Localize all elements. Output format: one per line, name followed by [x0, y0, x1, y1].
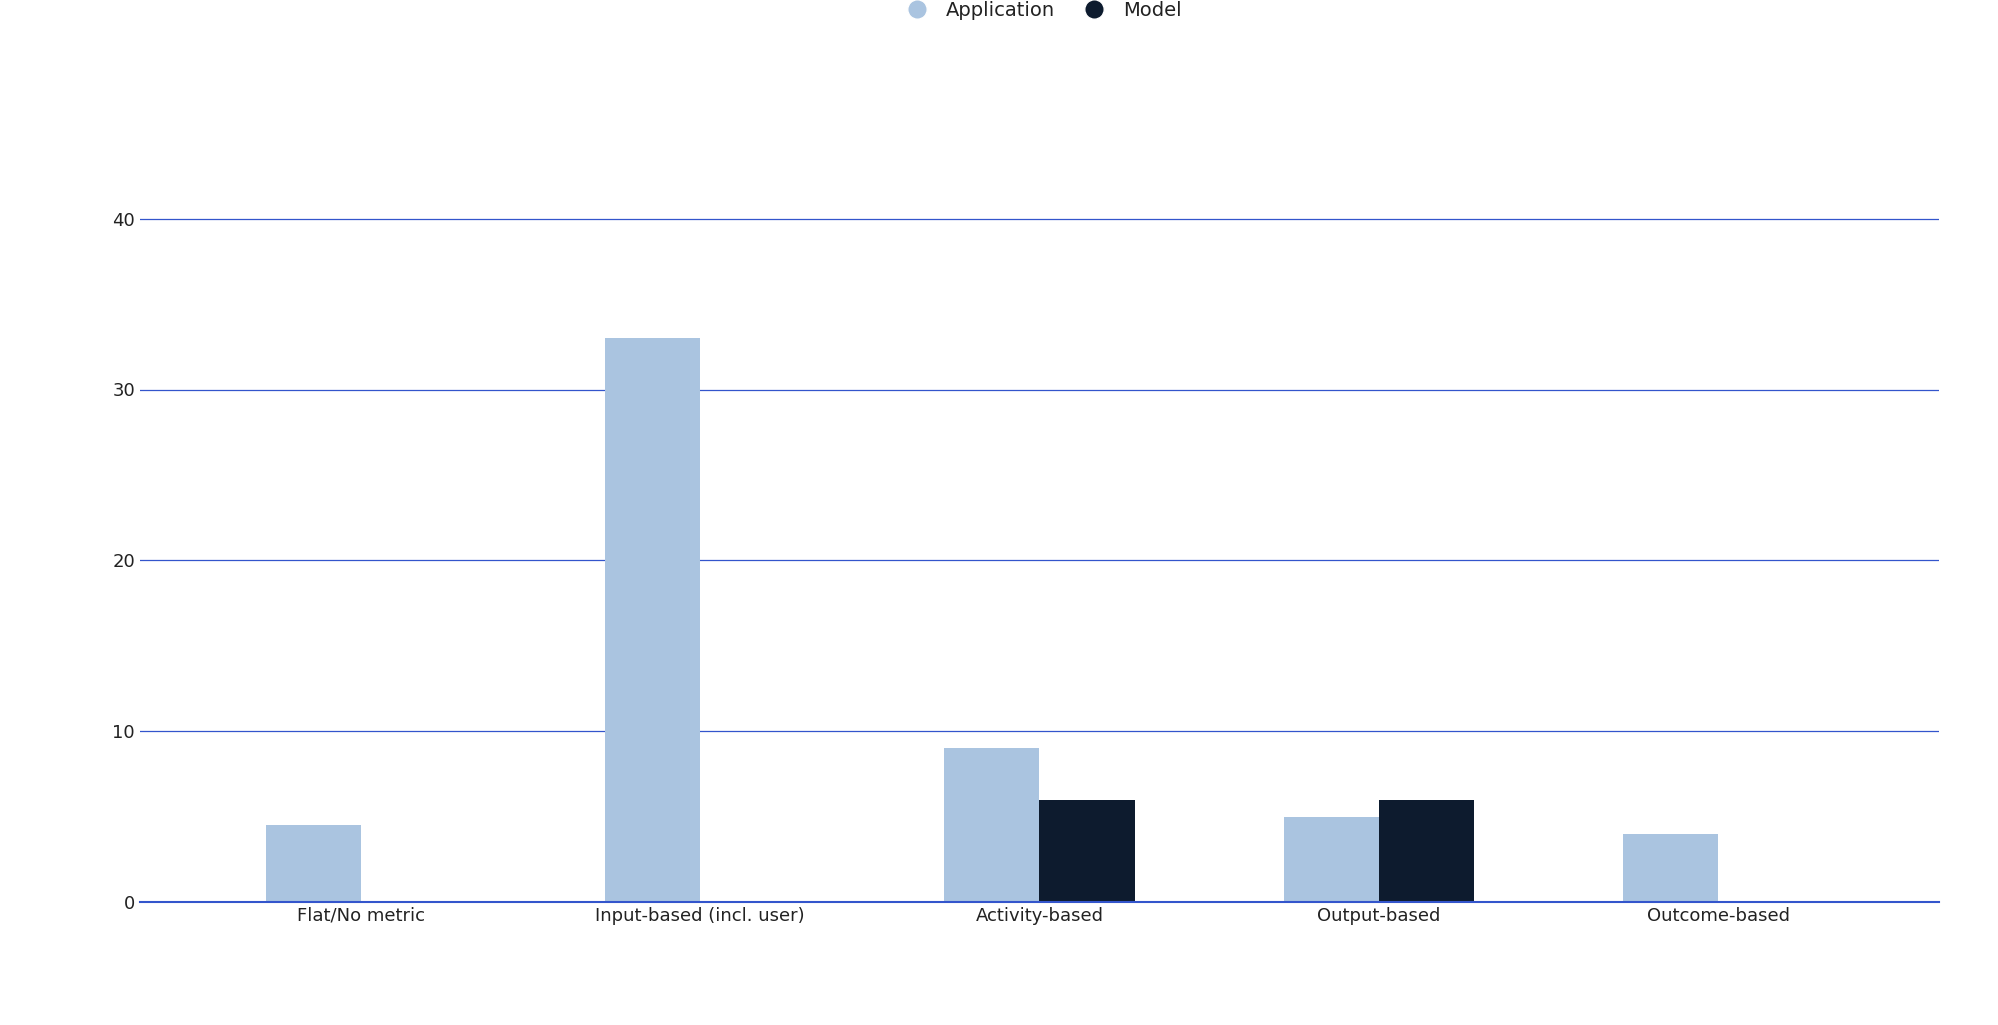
- Bar: [605, 338, 699, 902]
- Bar: [1622, 833, 1718, 902]
- Bar: [266, 825, 360, 902]
- Bar: [1039, 800, 1135, 902]
- Bar: [1283, 817, 1379, 902]
- Bar: [943, 748, 1039, 902]
- Legend: Application, Model: Application, Model: [889, 0, 1189, 28]
- Bar: [1379, 800, 1473, 902]
